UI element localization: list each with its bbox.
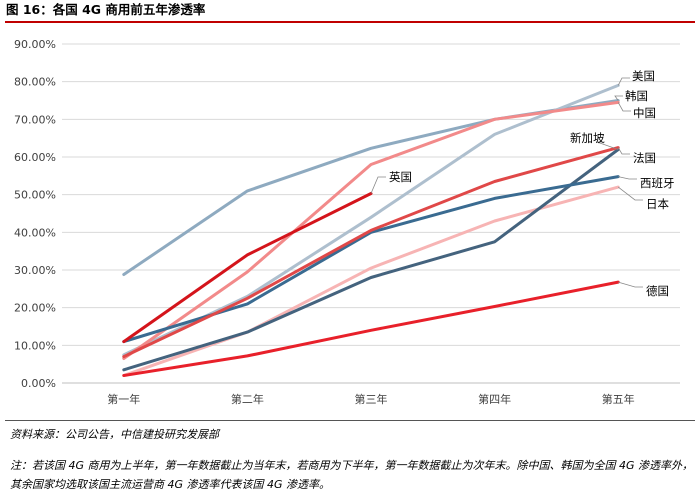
source-text: 资料来源：公司公告，中信建投研究发展部 (10, 428, 219, 441)
series-line (122, 280, 620, 377)
series-line (122, 175, 620, 344)
y-tick-label: 70.00% (14, 113, 56, 126)
series-line (122, 100, 620, 360)
series-line (122, 99, 620, 276)
series-lines (122, 83, 620, 377)
footnote-text: 注：若该国 4G 商用为上半年，第一年数据截止为当年末，若商用为下半年，第一年数… (10, 459, 694, 491)
series-label: 日本 (646, 197, 669, 211)
label-leader-line (617, 102, 631, 112)
x-tick-label: 第一年 (107, 392, 140, 406)
series-line (122, 83, 620, 357)
y-tick-label: 10.00% (14, 339, 56, 352)
series-label: 法国 (633, 151, 656, 165)
y-tick-label: 40.00% (14, 226, 56, 239)
series-label: 美国 (632, 69, 655, 83)
chart-title: 图 16：各国 4G 商用前五年渗透率 (6, 2, 206, 17)
y-tick-label: 20.00% (14, 302, 56, 315)
y-tick-label: 30.00% (14, 264, 56, 277)
y-tick-label: 90.00% (14, 38, 56, 51)
series-label: 英国 (389, 170, 412, 184)
x-axis: 第一年 第二年 第三年 第四年 第五年 (107, 392, 634, 406)
label-leader-line (370, 176, 386, 194)
x-tick-label: 第五年 (602, 392, 635, 406)
series-line (122, 192, 373, 344)
series-label: 西班牙 (640, 176, 675, 190)
series-line (122, 146, 620, 359)
y-tick-label: 80.00% (14, 76, 56, 89)
label-leader-line (618, 281, 643, 288)
title-divider (5, 21, 695, 23)
label-leader-line (614, 95, 623, 101)
y-tick-label: 50.00% (14, 189, 56, 202)
footer-divider (5, 420, 695, 421)
label-leader-line (617, 77, 630, 86)
y-tick-label: 60.00% (14, 151, 56, 164)
label-leader-line (617, 147, 630, 155)
x-tick-label: 第四年 (478, 392, 511, 406)
label-leader-line (596, 141, 619, 150)
series-label: 德国 (646, 284, 669, 298)
x-tick-label: 第三年 (355, 392, 388, 406)
series-label: 韩国 (625, 89, 648, 103)
label-leader-line (617, 186, 643, 201)
label-leader-line (618, 176, 637, 180)
y-axis: 0.00% 10.00% 20.00% 30.00% 40.00% 50.00% 60.00… (14, 38, 56, 390)
x-tick-label: 第二年 (231, 392, 264, 406)
series-line (122, 148, 620, 372)
y-tick-label: 0.00% (21, 377, 56, 390)
series-label: 中国 (633, 106, 656, 120)
line-chart: 0.00% 10.00% 20.00% 30.00% 40.00% 50.00% 60.00… (14, 38, 680, 406)
series-label: 新加坡 (570, 131, 605, 145)
